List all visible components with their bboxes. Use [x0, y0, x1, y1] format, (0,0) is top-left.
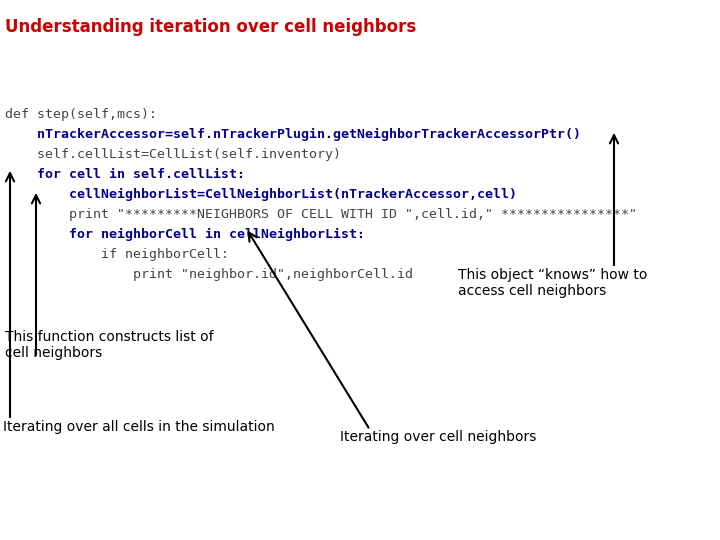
Text: def step(self,mcs):: def step(self,mcs): — [5, 108, 157, 121]
Text: print "*********NEIGHBORS OF CELL WITH ID ",cell.id," ****************": print "*********NEIGHBORS OF CELL WITH I… — [5, 208, 637, 221]
Text: if neighborCell:: if neighborCell: — [5, 248, 229, 261]
Text: This object “knows” how to
access cell neighbors: This object “knows” how to access cell n… — [458, 268, 647, 298]
Text: This function constructs list of
cell neighbors: This function constructs list of cell ne… — [5, 330, 214, 360]
Text: Iterating over cell neighbors: Iterating over cell neighbors — [340, 430, 536, 444]
Text: self.cellList=CellList(self.inventory): self.cellList=CellList(self.inventory) — [5, 148, 341, 161]
Text: print "neighbor.id",neighborCell.id: print "neighbor.id",neighborCell.id — [5, 268, 413, 281]
Text: for cell in self.cellList:: for cell in self.cellList: — [5, 168, 245, 181]
Text: for neighborCell in cellNeighborList:: for neighborCell in cellNeighborList: — [5, 228, 365, 241]
Text: nTrackerAccessor=self.nTrackerPlugin.getNeighborTrackerAccessorPtr(): nTrackerAccessor=self.nTrackerPlugin.get… — [5, 128, 581, 141]
Text: Understanding iteration over cell neighbors: Understanding iteration over cell neighb… — [5, 18, 416, 36]
Text: cellNeighborList=CellNeighborList(nTrackerAccessor,cell): cellNeighborList=CellNeighborList(nTrack… — [5, 188, 517, 201]
Text: Iterating over all cells in the simulation: Iterating over all cells in the simulati… — [3, 420, 275, 434]
